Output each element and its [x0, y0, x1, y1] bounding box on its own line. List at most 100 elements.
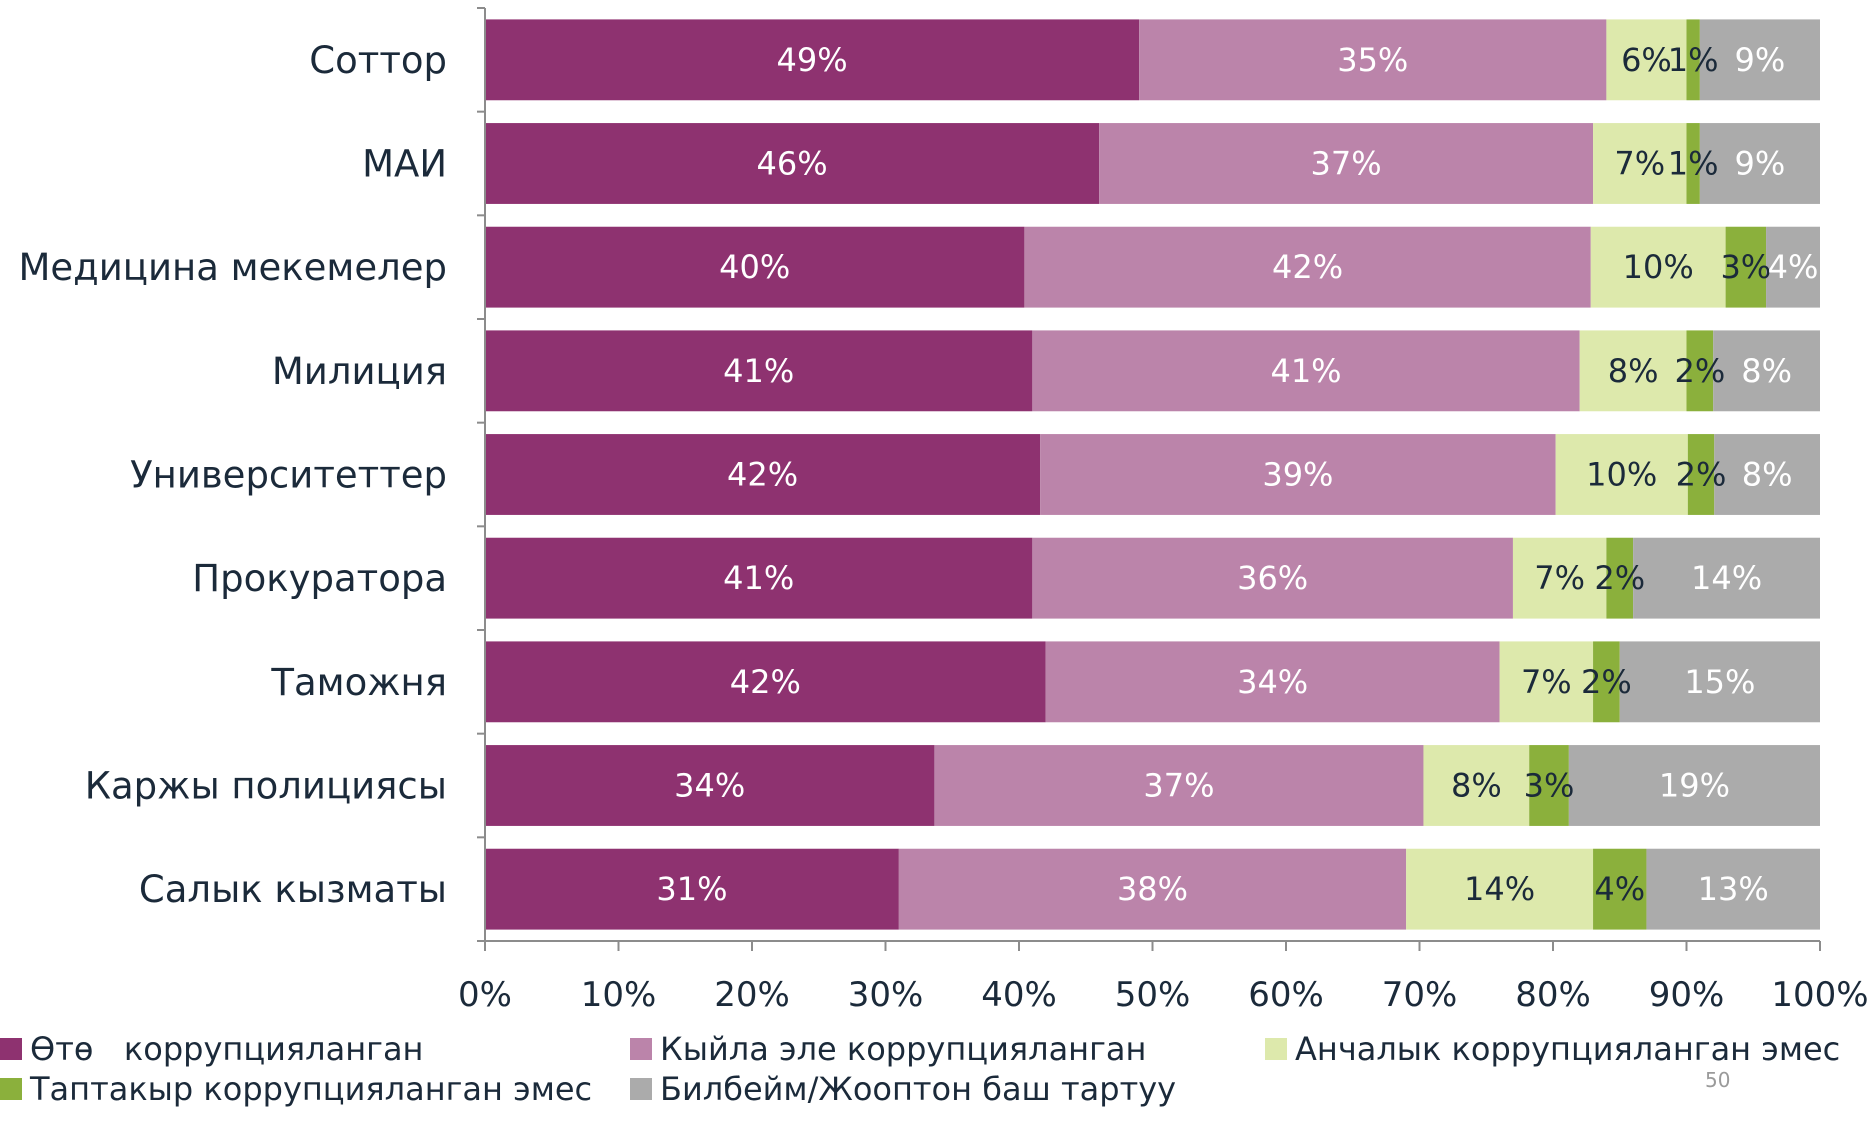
x-tick-label-9: 80%	[1515, 975, 1591, 1015]
bar-segment-прокуратора-s5	[1633, 537, 1820, 619]
data-label-каржы-полициясы-s5: 19%	[1659, 767, 1730, 805]
data-label-медицина-мекемелер-s5: 4%	[1768, 248, 1819, 286]
data-label-милиция-s5: 8%	[1741, 352, 1792, 390]
bar-segment-таможня-s1	[485, 641, 1046, 723]
legend-label-1: Өтө коррупцияланган	[30, 1030, 423, 1068]
category-label-5: Университеттер	[130, 454, 447, 497]
bar-segment-салык-кызматы-s1	[485, 848, 899, 930]
x-tick-label-2: 10%	[581, 975, 657, 1015]
bar-segment-университеттер-s1	[485, 434, 1041, 515]
bar-segment-салык-кызматы-s2	[898, 848, 1407, 930]
data-label-салык-кызматы-s5: 13%	[1698, 870, 1769, 908]
bar-segment-прокуратора-s4	[1606, 537, 1634, 619]
bar-segment-милиция-s3	[1579, 330, 1687, 412]
x-tick-label-3: 20%	[714, 975, 790, 1015]
legend-swatch-1	[0, 1038, 22, 1060]
bar-segment-прокуратора-s1	[485, 537, 1033, 619]
bar-segment-каржы-полициясы-s4	[1529, 745, 1569, 826]
data-label-университеттер-s3: 10%	[1586, 456, 1657, 494]
category-label-3: Медицина мекемелер	[18, 246, 447, 289]
data-label-университеттер-s5: 8%	[1742, 456, 1793, 494]
x-tick-label-10: 90%	[1649, 975, 1725, 1015]
bar-segment-таможня-s4	[1593, 641, 1620, 723]
category-label-2: МАИ	[362, 143, 447, 186]
bar-segment-милиция-s5	[1713, 330, 1820, 412]
bar-segment-маи-s1	[485, 123, 1100, 204]
data-label-милиция-s3: 8%	[1608, 352, 1659, 390]
bar-segment-соттор-s4	[1686, 19, 1700, 101]
data-label-медицина-мекемелер-s2: 42%	[1272, 248, 1343, 286]
bar-segment-маи-s2	[1099, 123, 1594, 204]
data-label-прокуратора-s4: 2%	[1594, 559, 1645, 597]
data-label-каржы-полициясы-s2: 37%	[1143, 767, 1214, 805]
data-label-медицина-мекемелер-s3: 10%	[1623, 248, 1694, 286]
bar-segment-милиция-s1	[485, 330, 1033, 412]
bar-segment-соттор-s1	[485, 19, 1140, 101]
legend-label-5: Билбейм/Жооптон баш тартуу	[660, 1070, 1176, 1108]
bar-segment-университеттер-s3	[1555, 434, 1688, 515]
x-tick-label-11: 100%	[1771, 975, 1868, 1015]
data-label-каржы-полициясы-s1: 34%	[674, 767, 745, 805]
legend-swatch-2	[630, 1038, 652, 1060]
data-label-маи-s4: 1%	[1668, 145, 1719, 183]
legend-label-4: Таптакыр коррупцияланган эмес	[29, 1070, 592, 1108]
data-label-прокуратора-s1: 41%	[723, 559, 794, 597]
x-tick-label-1: 0%	[458, 975, 512, 1015]
bar-segment-маи-s5	[1699, 123, 1820, 204]
data-label-салык-кызматы-s2: 38%	[1117, 870, 1188, 908]
bar-segment-университеттер-s4	[1687, 434, 1715, 515]
data-label-прокуратора-s5: 14%	[1691, 559, 1762, 597]
data-label-таможня-s5: 15%	[1684, 663, 1755, 701]
data-label-прокуратора-s2: 36%	[1237, 559, 1308, 597]
bar-segment-салык-кызматы-s5	[1646, 848, 1820, 930]
x-tick-label-8: 70%	[1382, 975, 1458, 1015]
data-label-медицина-мекемелер-s1: 40%	[719, 248, 790, 286]
x-tick-label-6: 50%	[1115, 975, 1191, 1015]
axes-group: Соттор МАИ Медицина мекемелер Милиция Универ…	[18, 7, 1869, 1015]
bar-segment-таможня-s3	[1499, 641, 1594, 723]
category-label-7: Таможня	[270, 661, 447, 704]
legend: Өтө коррупцияланган Кыйла эле коррупцияла…	[0, 1030, 1840, 1108]
bar-segment-таможня-s2	[1045, 641, 1500, 723]
category-label-1: Соттор	[309, 39, 447, 82]
data-label-милиция-s1: 41%	[723, 352, 794, 390]
bar-segment-медицина-мекемелер-s2	[1024, 226, 1591, 308]
x-tick-label-5: 40%	[981, 975, 1057, 1015]
data-label-медицина-мекемелер-s4: 3%	[1720, 248, 1771, 286]
bars-group: 49% 35% 6%1% 9%46% 37% 7% 1% 9%40% 42% 10% 3%4%41%…	[485, 19, 1820, 930]
bar-segment-медицина-мекемелер-s3	[1590, 226, 1726, 308]
legend-label-3: Анчалык коррупцияланган эмес	[1295, 1030, 1840, 1068]
legend-swatch-5	[630, 1078, 652, 1100]
data-label-каржы-полициясы-s3: 8%	[1451, 767, 1502, 805]
bar-segment-маи-s3	[1593, 123, 1687, 204]
data-label-таможня-s4: 2%	[1581, 663, 1632, 701]
data-label-маи-s5: 9%	[1735, 145, 1786, 183]
page-number: 50	[1705, 1068, 1731, 1092]
data-label-соттор-s3: 6%	[1621, 41, 1672, 79]
bar-segment-каржы-полициясы-s5	[1568, 745, 1820, 826]
category-label-9: Салык кызматы	[139, 868, 447, 911]
data-label-прокуратора-s3: 7%	[1534, 559, 1585, 597]
bar-segment-университеттер-s2	[1040, 434, 1556, 515]
data-label-салык-кызматы-s1: 31%	[656, 870, 727, 908]
bar-segment-университеттер-s5	[1714, 434, 1820, 515]
bar-segment-соттор-s3	[1606, 19, 1687, 101]
data-label-милиция-s2: 41%	[1270, 352, 1341, 390]
data-label-милиция-s4: 2%	[1674, 352, 1725, 390]
data-label-таможня-s2: 34%	[1237, 663, 1308, 701]
data-label-маи-s1: 46%	[756, 145, 827, 183]
bar-segment-каржы-полициясы-s1	[485, 745, 935, 826]
x-tick-label-7: 60%	[1248, 975, 1324, 1015]
data-label-маи-s3: 7%	[1614, 145, 1665, 183]
bar-segment-каржы-полициясы-s2	[934, 745, 1424, 826]
x-tick-label-4: 30%	[848, 975, 924, 1015]
bar-segment-соттор-s5	[1699, 19, 1820, 101]
bar-segment-прокуратора-s2	[1032, 537, 1513, 619]
category-label-4: Милиция	[272, 350, 447, 393]
category-label-6: Прокуратора	[192, 557, 447, 600]
data-label-соттор-s1: 49%	[777, 41, 848, 79]
data-label-соттор-s5: 9%	[1735, 41, 1786, 79]
data-label-университеттер-s2: 39%	[1262, 456, 1333, 494]
category-label-8: Каржы полициясы	[85, 765, 447, 808]
